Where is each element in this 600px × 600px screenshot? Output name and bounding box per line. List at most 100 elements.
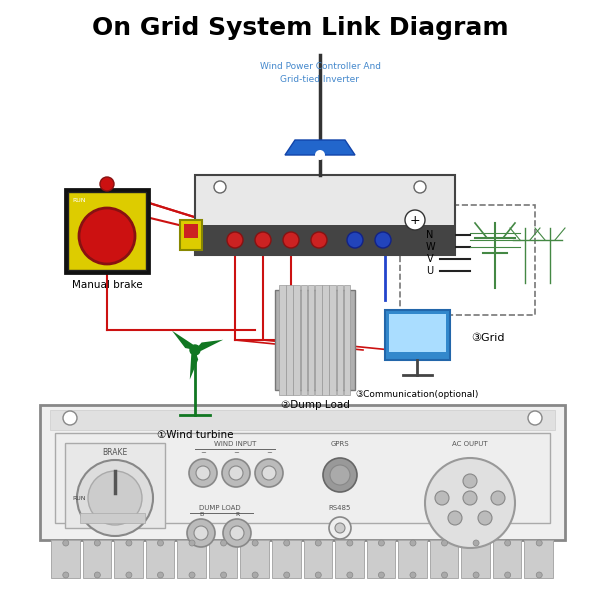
Circle shape <box>88 471 142 525</box>
Text: GPRS: GPRS <box>331 441 349 447</box>
Circle shape <box>252 572 258 578</box>
Circle shape <box>190 345 200 355</box>
Circle shape <box>505 572 511 578</box>
Circle shape <box>335 523 345 533</box>
Circle shape <box>315 572 321 578</box>
Bar <box>68 192 146 270</box>
Circle shape <box>255 232 271 248</box>
Bar <box>241 540 269 578</box>
Circle shape <box>329 517 351 539</box>
Bar <box>146 540 174 578</box>
Circle shape <box>425 458 515 548</box>
Text: Wind Power Controller And
Grid-tied Inverter: Wind Power Controller And Grid-tied Inve… <box>260 62 380 83</box>
Bar <box>80 513 145 523</box>
Text: V: V <box>427 254 433 264</box>
Circle shape <box>63 411 77 425</box>
Bar <box>430 540 458 578</box>
Circle shape <box>284 540 290 546</box>
Bar <box>315 285 322 395</box>
Bar <box>337 285 343 395</box>
Circle shape <box>262 466 276 480</box>
Text: BRAKE: BRAKE <box>103 448 128 457</box>
Circle shape <box>283 232 299 248</box>
Polygon shape <box>285 140 355 155</box>
Bar <box>209 540 238 578</box>
Circle shape <box>222 459 250 487</box>
Circle shape <box>189 572 195 578</box>
Bar <box>83 540 111 578</box>
Circle shape <box>194 526 208 540</box>
Bar <box>367 540 395 578</box>
Bar <box>65 443 165 528</box>
Circle shape <box>347 540 353 546</box>
Text: RS485: RS485 <box>329 505 351 511</box>
Text: ③Grid: ③Grid <box>471 333 504 343</box>
Circle shape <box>100 177 114 191</box>
Polygon shape <box>172 331 195 350</box>
Circle shape <box>323 458 357 492</box>
Bar <box>400 205 535 315</box>
Text: ③Communication(optional): ③Communication(optional) <box>355 390 479 399</box>
Circle shape <box>435 491 449 505</box>
Circle shape <box>187 519 215 547</box>
Circle shape <box>157 572 163 578</box>
Text: N: N <box>427 230 434 240</box>
Circle shape <box>375 232 391 248</box>
Circle shape <box>442 572 448 578</box>
Circle shape <box>536 572 542 578</box>
Text: +: + <box>410 214 421 226</box>
Bar <box>184 224 198 238</box>
Bar <box>461 540 490 578</box>
Circle shape <box>221 540 227 546</box>
Text: ②Dump Load: ②Dump Load <box>281 400 349 410</box>
Bar <box>398 540 427 578</box>
Bar <box>385 310 450 360</box>
Circle shape <box>214 181 226 193</box>
Circle shape <box>77 460 153 536</box>
Circle shape <box>473 572 479 578</box>
Text: DUMP LOAD: DUMP LOAD <box>199 505 241 511</box>
Circle shape <box>94 572 100 578</box>
Text: B: B <box>199 512 203 517</box>
Bar <box>195 175 455 255</box>
Circle shape <box>126 540 132 546</box>
Circle shape <box>405 210 425 230</box>
Bar <box>40 405 565 540</box>
Bar <box>308 285 314 395</box>
Polygon shape <box>195 340 223 351</box>
Circle shape <box>410 540 416 546</box>
Circle shape <box>379 540 385 546</box>
Bar <box>335 540 364 578</box>
Circle shape <box>94 540 100 546</box>
Text: R: R <box>235 512 239 517</box>
Circle shape <box>410 572 416 578</box>
Bar <box>180 220 202 250</box>
Circle shape <box>229 466 243 480</box>
Text: RUN: RUN <box>72 496 86 500</box>
Bar <box>177 540 206 578</box>
Circle shape <box>330 465 350 485</box>
Circle shape <box>284 572 290 578</box>
Text: ①Wind turbine: ①Wind turbine <box>157 430 233 440</box>
Circle shape <box>347 232 363 248</box>
Circle shape <box>196 466 210 480</box>
Circle shape <box>379 572 385 578</box>
Circle shape <box>227 232 243 248</box>
Bar <box>301 285 307 395</box>
Circle shape <box>230 526 244 540</box>
Circle shape <box>442 540 448 546</box>
Bar <box>389 314 446 352</box>
Bar <box>493 540 521 578</box>
Circle shape <box>157 540 163 546</box>
Circle shape <box>448 511 462 525</box>
Circle shape <box>315 150 325 160</box>
Bar <box>195 225 455 255</box>
Circle shape <box>189 459 217 487</box>
Bar <box>322 285 329 395</box>
Text: AC OUPUT: AC OUPUT <box>452 441 488 447</box>
Bar <box>272 540 301 578</box>
Circle shape <box>79 208 135 264</box>
Circle shape <box>505 540 511 546</box>
Text: WIND INPUT: WIND INPUT <box>214 441 256 447</box>
Circle shape <box>63 572 69 578</box>
